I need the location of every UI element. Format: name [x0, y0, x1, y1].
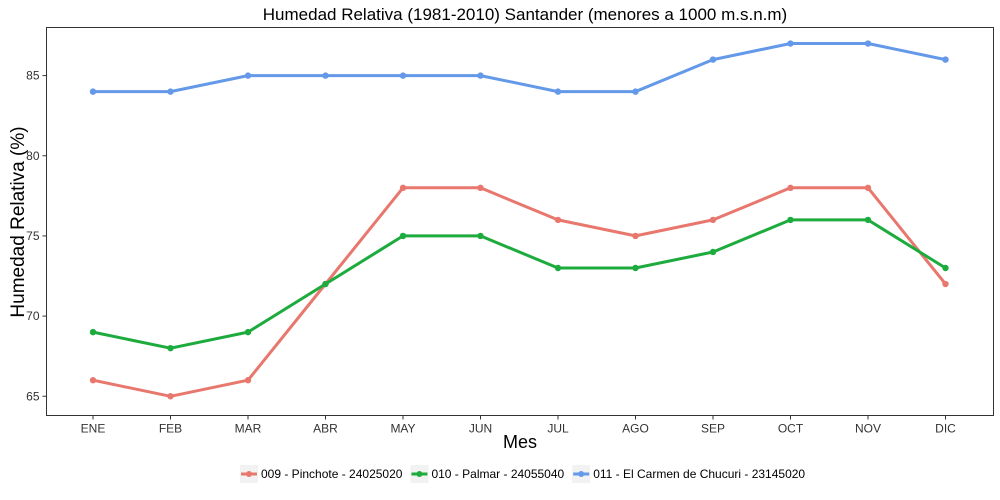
data-point: [89, 88, 97, 95]
legend-key-point: [416, 471, 423, 477]
legend-key-point: [578, 471, 585, 477]
legend-item-1: 009 - Pinchote - 24025020: [240, 465, 403, 483]
data-point: [554, 216, 562, 224]
data-point: [632, 88, 639, 95]
y-tick-label: 80: [26, 149, 40, 163]
legend-item-2: 010 - Palmar - 24055040: [410, 465, 565, 483]
legend-label: 009 - Pinchote - 24025020: [261, 467, 403, 481]
series-line: [91, 42, 947, 94]
data-point: [942, 56, 949, 63]
data-point: [709, 216, 717, 224]
data-point: [709, 248, 717, 256]
x-tick-label: NOV: [855, 422, 881, 436]
x-tick-label: OCT: [778, 422, 804, 436]
y-tick-label: 85: [26, 69, 40, 83]
series-2: [89, 216, 949, 352]
legend-item-3: 011 - El Carmen de Chucuri - 23145020: [572, 465, 805, 483]
series-3: [89, 40, 949, 95]
y-tick-label: 75: [26, 229, 40, 243]
data-point: [244, 328, 252, 336]
data-point: [322, 280, 329, 288]
data-point: [477, 184, 484, 192]
data-point: [942, 264, 949, 272]
y-tick-label: 65: [26, 389, 40, 403]
data-point: [399, 184, 407, 192]
data-point: [477, 72, 484, 79]
data-point: [709, 56, 717, 63]
data-point: [632, 232, 639, 240]
x-tick-label: SEP: [701, 422, 725, 436]
data-point: [167, 393, 174, 400]
data-point: [89, 377, 97, 384]
x-tick-label: JUN: [469, 422, 492, 436]
data-point: [322, 72, 329, 79]
data-point: [399, 72, 407, 79]
data-point: [399, 232, 407, 240]
data-point: [632, 264, 639, 272]
data-point: [787, 216, 794, 224]
data-point: [477, 232, 484, 240]
x-tick-label: FEB: [159, 422, 182, 436]
plot-panel: [46, 27, 994, 416]
legend: 009 - Pinchote - 24025020 010 - Palmar - …: [240, 465, 805, 483]
data-point: [787, 184, 794, 192]
x-tick-label: JUL: [547, 422, 569, 436]
data-point: [244, 377, 252, 384]
data-point: [167, 88, 174, 95]
x-tick-label: ABR: [313, 422, 338, 436]
x-tick-label: DIC: [935, 422, 956, 436]
x-tick-label: MAY: [390, 422, 415, 436]
y-axis: 65 70 75 80 85: [26, 69, 47, 403]
legend-key-point: [246, 471, 252, 477]
y-axis-title: Humedad Relativa (%): [8, 126, 29, 317]
x-tick-label: MAR: [235, 422, 262, 436]
data-point: [787, 40, 794, 47]
series-line: [91, 218, 947, 350]
data-point: [167, 344, 174, 352]
x-tick-label: AGO: [622, 422, 649, 436]
x-tick-label: ENE: [81, 422, 106, 436]
series-1: [89, 184, 949, 400]
data-point: [942, 280, 949, 288]
x-axis: ENE FEB MAR ABR MAY JUN JUL AGO SEP OCT NOV DIC: [81, 415, 956, 436]
series-line: [91, 186, 947, 398]
data-point: [554, 264, 562, 272]
chart-title: Humedad Relativa (1981-2010) Santander (…: [263, 5, 787, 24]
x-axis-title: Mes: [503, 432, 537, 452]
data-point: [864, 216, 872, 224]
data-point: [554, 88, 562, 95]
y-tick-label: 70: [26, 309, 40, 323]
legend-label: 011 - El Carmen de Chucuri - 23145020: [593, 467, 805, 481]
data-point: [864, 40, 872, 47]
series-layer: [89, 40, 949, 400]
data-point: [244, 72, 252, 79]
data-point: [864, 184, 872, 192]
legend-label: 010 - Palmar - 24055040: [431, 467, 564, 481]
data-point: [89, 328, 97, 336]
